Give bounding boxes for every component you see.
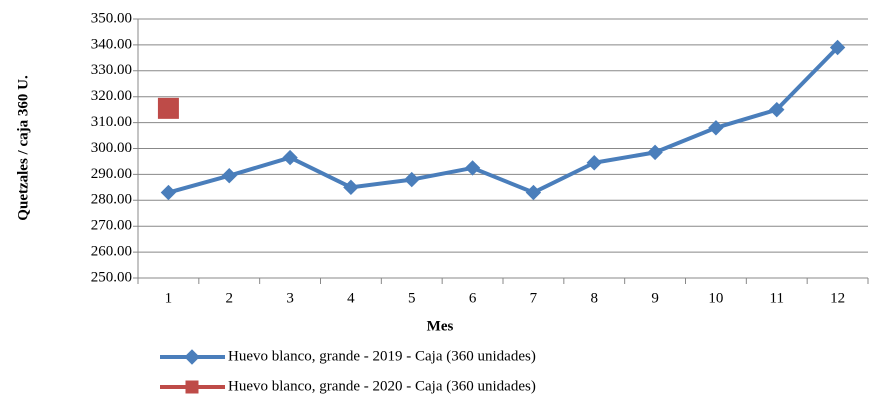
legend-label: Huevo blanco, grande - 2019 - Caja (360 …	[228, 348, 536, 364]
data-point	[647, 144, 663, 161]
y-tick-label: 320.00	[91, 88, 132, 104]
y-tick-label: 300.00	[91, 140, 132, 156]
x-tick-label: 10	[708, 290, 723, 306]
y-tick-label: 280.00	[91, 192, 132, 208]
x-tick-label: 12	[830, 290, 845, 306]
y-tick-label: 340.00	[91, 36, 132, 52]
x-tick-label: 2	[226, 290, 234, 306]
y-tick-label: 260.00	[91, 244, 132, 260]
data-point	[525, 184, 542, 201]
data-point	[404, 171, 420, 188]
x-tick-label: 9	[651, 290, 659, 306]
y-tick-label: 310.00	[91, 114, 132, 130]
legend-marker	[185, 380, 199, 394]
data-point	[282, 149, 298, 166]
y-tick-label: 290.00	[91, 166, 132, 182]
y-axis-title: Quetzales / caja 360 U.	[15, 75, 31, 221]
data-point	[157, 97, 179, 119]
data-point	[769, 101, 785, 118]
x-tick-label: 8	[591, 290, 599, 306]
data-point	[464, 160, 481, 176]
x-tick-label: 11	[770, 290, 784, 306]
x-tick-label: 1	[165, 290, 173, 306]
y-tick-label: 350.00	[91, 10, 132, 26]
data-point	[343, 179, 359, 196]
x-tick-label: 5	[408, 290, 416, 306]
data-point	[586, 155, 602, 171]
data-point	[160, 184, 177, 201]
y-tick-label: 270.00	[91, 218, 132, 234]
data-point	[708, 120, 724, 136]
x-tick-label: 6	[469, 290, 477, 306]
x-tick-label: 4	[347, 290, 355, 306]
legend-marker	[184, 349, 200, 365]
x-axis-title: Mes	[427, 318, 454, 334]
legend-label: Huevo blanco, grande - 2020 - Caja (360 …	[228, 378, 536, 394]
y-tick-label: 330.00	[91, 62, 132, 78]
data-point	[829, 39, 846, 56]
x-tick-label: 7	[530, 290, 538, 306]
y-tick-label: 250.00	[91, 269, 132, 285]
series-line	[167, 46, 840, 195]
x-tick-label: 3	[286, 290, 294, 306]
data-point	[221, 167, 237, 184]
